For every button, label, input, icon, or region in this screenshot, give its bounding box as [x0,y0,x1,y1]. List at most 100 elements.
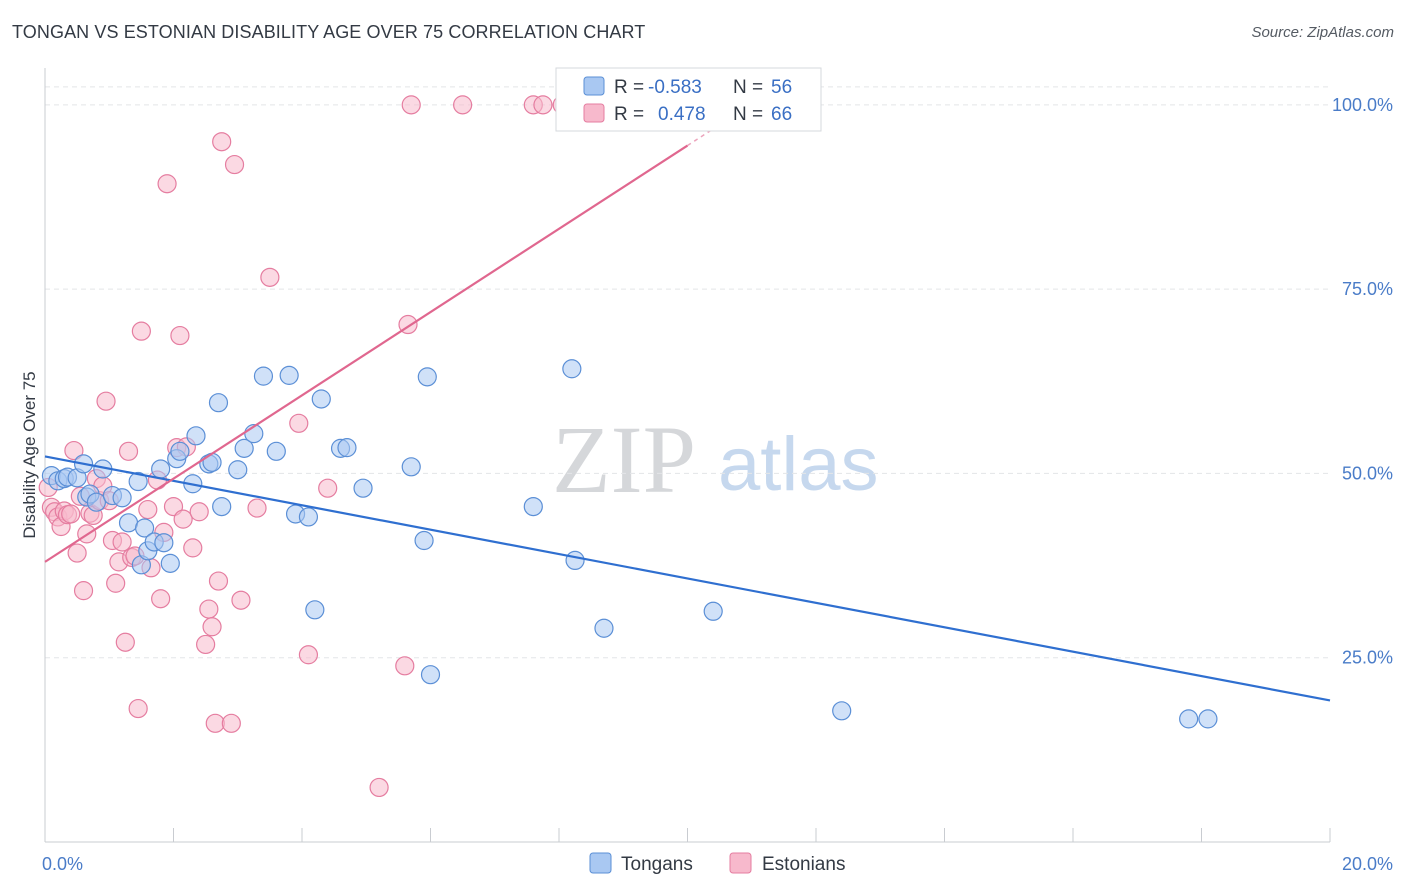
point-estonians-11 [73,581,94,601]
point-estonians-51 [231,590,251,610]
point-tongans-11 [112,488,132,508]
legend-estonians-r-value: 0.478 [658,104,706,125]
bottom-legend-swatch-tongans [589,852,612,874]
point-estonians-39 [173,509,193,529]
legend-tongans-r-value: -0.583 [648,77,702,98]
watermark-zip: ZIP [552,406,696,513]
point-tongans-40 [337,438,357,458]
point-estonians-45 [202,617,222,637]
point-tongans-42 [401,457,421,477]
bottom-legend: Tongans Estonians [589,852,845,875]
point-tongans-43 [414,530,434,551]
stats-legend: R = -0.583 N = 56 R = 0.478 N = 66 [555,67,822,132]
watermark: ZIP atlas [552,406,879,513]
point-tongans-47 [562,359,582,379]
point-estonians-49 [221,713,241,733]
tick-labels: 25.0% 50.0% 75.0% 100.0% 0.0% 20.0% [42,95,1393,874]
series-tongans [41,359,1218,729]
point-tongans-28 [212,497,232,517]
point-estonians-53 [260,267,280,287]
point-estonians-58 [395,656,415,676]
y-tick-label-1: 50.0% [1342,463,1393,483]
point-estonians-46 [205,713,225,733]
series-estonians [38,95,588,798]
point-estonians-56 [318,478,338,498]
point-tongans-48 [565,550,585,571]
point-tongans-20 [160,553,180,573]
point-estonians-33 [151,589,171,609]
legend-tongans-n-value: 56 [771,77,792,98]
point-tongans-8 [86,492,107,512]
legend-tongans-r-label: R = [614,77,644,98]
point-tongans-22 [170,441,190,461]
point-tongans-27 [208,393,229,413]
trend-line-estonians [44,144,689,563]
point-tongans-41 [353,478,373,498]
point-estonians-44 [199,599,219,619]
point-tongans-13 [128,471,148,492]
point-estonians-43 [196,634,216,655]
point-tongans-12 [118,513,139,533]
point-tongans-50 [703,601,723,621]
point-estonians-24 [115,632,135,652]
y-tick-label-0: 25.0% [1342,648,1393,668]
y-tick-label-3: 100.0% [1332,95,1393,115]
x-tick-label-1: 20.0% [1342,854,1393,874]
bottom-legend-swatch-estonians [729,852,752,874]
point-tongans-18 [151,459,171,479]
point-tongans-15 [134,518,155,538]
bottom-legend-estonians: Estonians [762,854,845,875]
point-estonians-30 [138,499,158,520]
x-tick-label-0: 0.0% [42,854,83,874]
legend-swatch-tongans [583,76,605,96]
point-estonians-60 [401,95,421,115]
point-tongans-33 [266,441,286,461]
bottom-legend-tongans: Tongans [621,854,693,875]
axes [44,68,1331,843]
chart-title: TONGAN VS ESTONIAN DISABILITY AGE OVER 7… [12,22,646,42]
point-tongans-53 [1198,709,1218,729]
point-estonians-41 [183,538,203,558]
legend-estonians-n-label: N = [733,104,763,125]
point-tongans-52 [1179,709,1199,729]
point-tongans-37 [305,600,325,620]
point-tongans-29 [228,460,248,480]
point-tongans-36 [298,507,319,527]
point-tongans-51 [832,701,852,721]
point-tongans-24 [186,426,206,446]
legend-swatch-estonians [583,103,605,123]
point-estonians-42 [189,502,209,522]
point-tongans-26 [202,452,222,472]
y-axis-label: Disability Age Over 75 [20,371,39,538]
point-tongans-19 [154,533,174,553]
legend-estonians-r-label: R = [614,104,644,125]
point-tongans-45 [420,665,441,685]
point-estonians-8 [64,440,84,461]
chart-source: Source: ZipAtlas.com [1251,24,1394,41]
point-estonians-48 [212,132,232,152]
point-estonians-38 [170,325,190,346]
point-tongans-32 [253,366,274,386]
point-estonians-50 [224,154,245,175]
point-estonians-21 [106,573,126,593]
point-estonians-7 [61,504,81,524]
point-estonians-61 [453,95,473,115]
point-tongans-34 [279,365,299,385]
point-estonians-52 [247,498,267,518]
point-tongans-30 [234,438,254,458]
point-tongans-44 [417,367,437,387]
point-estonians-23 [112,532,132,552]
point-estonians-55 [298,645,319,665]
trend-line-tongans [44,455,1331,702]
point-estonians-35 [157,174,177,194]
point-estonians-9 [67,543,87,563]
y-tick-label-2: 75.0% [1342,279,1393,299]
legend-estonians-n-value: 66 [771,104,792,125]
point-estonians-63 [533,95,553,115]
point-tongans-38 [311,389,331,409]
point-tongans-49 [594,618,614,638]
point-estonians-54 [289,413,309,433]
point-estonians-28 [128,698,148,719]
point-estonians-29 [131,321,151,341]
point-estonians-18 [96,391,116,411]
